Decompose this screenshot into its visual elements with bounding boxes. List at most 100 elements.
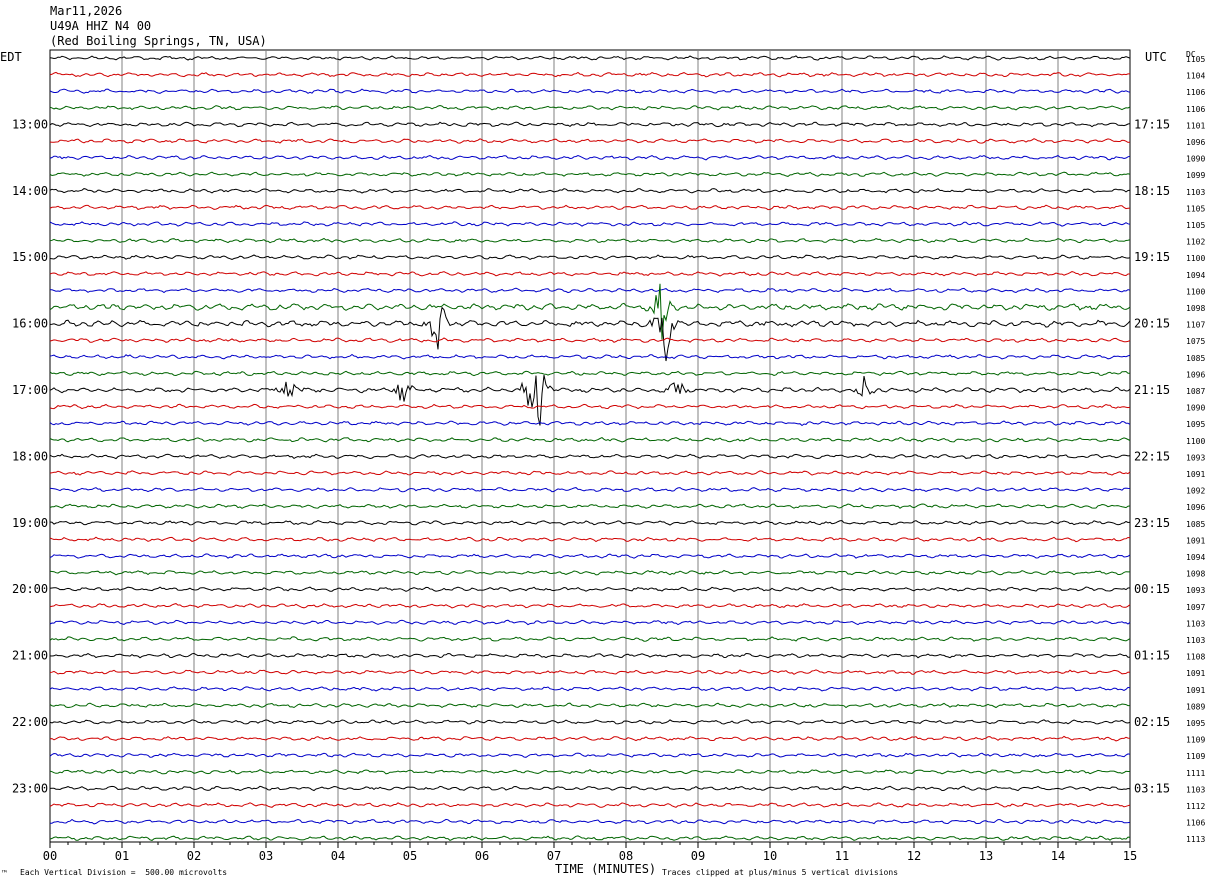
seismic-trace: [49, 652, 1131, 659]
dc-offset-label: 1106: [1186, 819, 1205, 828]
seismic-trace: [49, 553, 1131, 559]
dc-offset-label: 1103: [1186, 619, 1205, 628]
seismic-trace: [49, 802, 1131, 808]
date-label: Mar11,2026: [50, 4, 123, 18]
dc-offset-label: 1099: [1186, 171, 1205, 180]
seismic-trace: [49, 420, 1131, 427]
x-tick-label: 00: [43, 849, 57, 863]
x-tick-label: 07: [547, 849, 561, 863]
dc-offset-label: 1091: [1186, 536, 1205, 545]
left-hour-label: 17:00: [12, 383, 48, 397]
x-axis-label: TIME (MINUTES): [555, 862, 657, 876]
right-hour-label: 23:15: [1134, 516, 1170, 530]
left-timezone-label: EDT: [0, 50, 22, 64]
left-hour-label: 19:00: [12, 516, 48, 530]
left-hour-label: 16:00: [12, 317, 48, 331]
seismic-trace: [49, 55, 1131, 61]
seismic-trace: [50, 818, 1131, 825]
seismic-trace: [49, 785, 1131, 792]
dc-offset-label: 1106: [1186, 88, 1205, 97]
seismic-trace: [49, 254, 1131, 260]
seismic-trace: [49, 306, 1131, 362]
x-tick-label: 06: [475, 849, 489, 863]
x-tick-label: 01: [115, 849, 129, 863]
dc-offset-label: 1100: [1186, 287, 1205, 296]
dc-offset-label: 1085: [1186, 520, 1205, 529]
x-tick-label: 03: [259, 849, 273, 863]
x-tick-label: 04: [331, 849, 345, 863]
scale-note: Each Vertical Division = 500.00 microvol…: [20, 868, 228, 877]
right-hour-label: 18:15: [1134, 184, 1170, 198]
seismic-trace: [49, 271, 1130, 277]
seismic-trace: [49, 536, 1131, 543]
seismic-trace: [49, 735, 1131, 742]
dc-offset-label: 1113: [1186, 835, 1205, 844]
seismic-trace: [49, 569, 1130, 576]
dc-offset-label: 1093: [1186, 453, 1205, 462]
corner-mark: ™: [2, 869, 7, 878]
left-hour-label: 20:00: [12, 582, 48, 596]
right-hour-label: 21:15: [1134, 383, 1170, 397]
dc-label: DC: [1186, 50, 1196, 59]
right-hour-label: 19:15: [1134, 250, 1170, 264]
dc-offset-label: 1105: [1186, 221, 1205, 230]
dc-offset-label: 1094: [1186, 553, 1205, 562]
seismic-trace: [49, 719, 1131, 725]
seismic-trace: [49, 154, 1131, 161]
seismic-trace: [49, 283, 1131, 340]
dc-offset-label: 1091: [1186, 669, 1205, 678]
seismic-trace: [49, 88, 1131, 94]
dc-offset-label: 1103: [1186, 636, 1205, 645]
dc-offset-label: 1098: [1186, 304, 1205, 313]
dc-offset-label: 1085: [1186, 354, 1205, 363]
dc-offset-label: 1101: [1186, 121, 1205, 130]
seismic-trace: [49, 768, 1130, 775]
dc-offset-label: 1097: [1186, 603, 1205, 612]
seismic-trace: [49, 237, 1131, 244]
dc-offset-label: 1098: [1186, 570, 1205, 579]
right-timezone-label: UTC: [1145, 50, 1167, 64]
right-hour-label: 22:15: [1134, 449, 1170, 463]
dc-offset-label: 1092: [1186, 487, 1205, 496]
dc-offset-label: 1075: [1186, 337, 1205, 346]
seismic-trace: [49, 121, 1131, 128]
seismic-trace: [49, 487, 1131, 493]
seismic-trace: [49, 453, 1131, 460]
seismic-trace: [49, 586, 1131, 592]
dc-offset-label: 1096: [1186, 370, 1205, 379]
right-hour-label: 17:15: [1134, 117, 1170, 131]
seismic-trace: [49, 104, 1131, 111]
right-hour-label: 20:15: [1134, 317, 1170, 331]
seismic-trace: [49, 188, 1131, 194]
right-hour-label: 03:15: [1134, 781, 1170, 795]
seismic-trace: [49, 636, 1131, 642]
seismic-trace: [49, 503, 1131, 509]
seismic-trace: [49, 520, 1131, 526]
dc-offset-label: 1094: [1186, 271, 1205, 280]
dc-offset-label: 1087: [1186, 387, 1205, 396]
dc-offset-label: 1112: [1186, 802, 1205, 811]
dc-offset-label: 1090: [1186, 155, 1205, 164]
seismic-trace: [49, 702, 1130, 709]
seismic-trace: [49, 619, 1131, 626]
seismic-trace: [49, 204, 1131, 211]
left-hour-label: 13:00: [12, 117, 48, 131]
dc-offset-label: 1102: [1186, 238, 1205, 247]
dc-offset-label: 1095: [1186, 420, 1205, 429]
seismic-trace: [49, 403, 1131, 410]
seismic-trace: [49, 470, 1131, 476]
x-tick-label: 09: [691, 849, 705, 863]
dc-offset-label: 1103: [1186, 188, 1205, 197]
seismic-trace: [49, 835, 1131, 841]
dc-offset-label: 1090: [1186, 404, 1205, 413]
seismic-trace: [49, 337, 1131, 343]
dc-offset-label: 1107: [1186, 321, 1205, 330]
dc-offset-label: 1100: [1186, 254, 1205, 263]
x-tick-label: 15: [1123, 849, 1137, 863]
seismic-trace: [49, 669, 1131, 675]
location-label: (Red Boiling Springs, TN, USA): [50, 34, 267, 48]
x-tick-label: 12: [907, 849, 921, 863]
left-hour-label: 21:00: [12, 649, 48, 663]
x-tick-label: 08: [619, 849, 633, 863]
